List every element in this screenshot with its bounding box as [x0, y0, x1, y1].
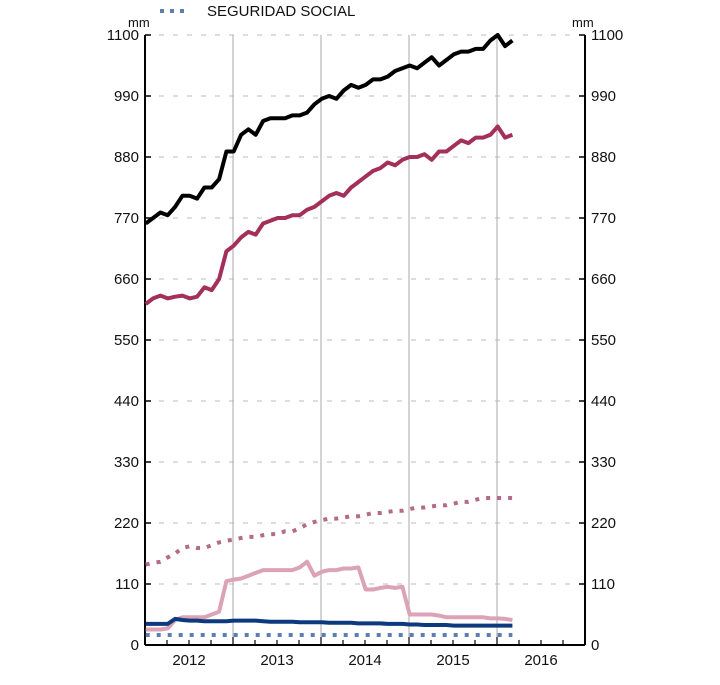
y-tick-label-right: 110	[591, 576, 615, 593]
series-line-series-4	[145, 559, 513, 632]
legend-label-seguridad-social: SEGURIDAD SOCIAL	[207, 3, 355, 20]
series-line-series-2	[144, 124, 514, 306]
y-tick-label-left: 330	[114, 454, 139, 471]
y-tick-label-right: 770	[591, 210, 616, 227]
y-tick-label-right: 880	[591, 149, 616, 166]
x-tick-label: 2015	[436, 652, 469, 669]
y-unit-left: mm	[128, 15, 150, 30]
y-tick-label-left: 0	[131, 637, 139, 654]
x-tick-label: 2014	[348, 652, 381, 669]
series-line-total	[144, 33, 514, 226]
x-tick-label: 2013	[260, 652, 293, 669]
y-unit-right: mm	[572, 15, 594, 30]
y-tick-label-right: 440	[591, 393, 616, 410]
y-tick-label-left: 550	[114, 332, 139, 349]
series-line-series-3	[145, 496, 513, 567]
y-tick-label-left: 1100	[107, 27, 139, 44]
y-tick-label-right: 220	[591, 515, 616, 532]
y-tick-label-left: 110	[115, 576, 139, 593]
y-tick-label-left: 880	[114, 149, 139, 166]
legend: SEGURIDAD SOCIAL	[160, 3, 355, 20]
y-tick-label-left: 440	[114, 393, 139, 410]
y-tick-label-right: 330	[591, 454, 616, 471]
series-line-series-5	[145, 616, 513, 628]
y-tick-label-right: 660	[591, 271, 616, 288]
x-tick-label: 2016	[524, 652, 557, 669]
y-tick-label-left: 220	[114, 515, 139, 532]
y-tick-label-right: 990	[591, 88, 616, 105]
y-tick-label-left: 770	[114, 210, 139, 227]
y-tick-label-right: 0	[591, 637, 599, 654]
y-tick-label-right: 550	[591, 332, 616, 349]
y-tick-label-right: 1100	[591, 27, 623, 44]
y-tick-label-left: 660	[114, 271, 139, 288]
y-tick-label-left: 990	[114, 88, 139, 105]
x-tick-label: 2012	[172, 652, 205, 669]
